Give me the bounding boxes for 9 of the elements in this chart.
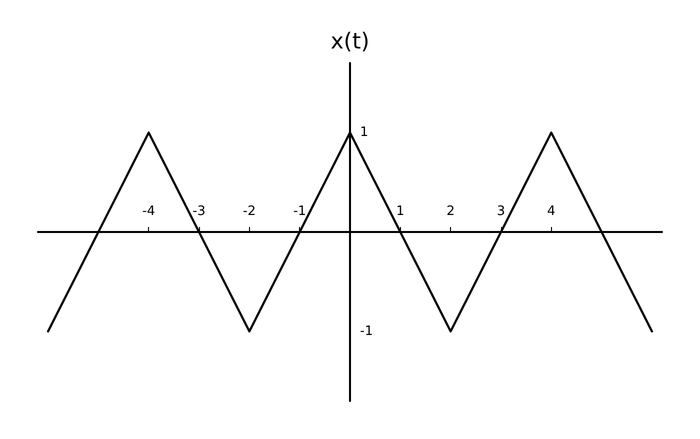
x-tick-label: -4	[142, 204, 156, 219]
x-tick-label: 2	[446, 204, 455, 219]
x-tick-label: -3	[192, 204, 206, 219]
x-tick-label: 1	[396, 204, 404, 219]
x-tick-label: -2	[242, 204, 256, 219]
x-tick-label: 3	[496, 204, 506, 219]
y-axis-title: x(t)	[330, 30, 370, 54]
x-tick-label: 4	[547, 204, 556, 219]
x-tick-label: -1	[293, 204, 306, 219]
